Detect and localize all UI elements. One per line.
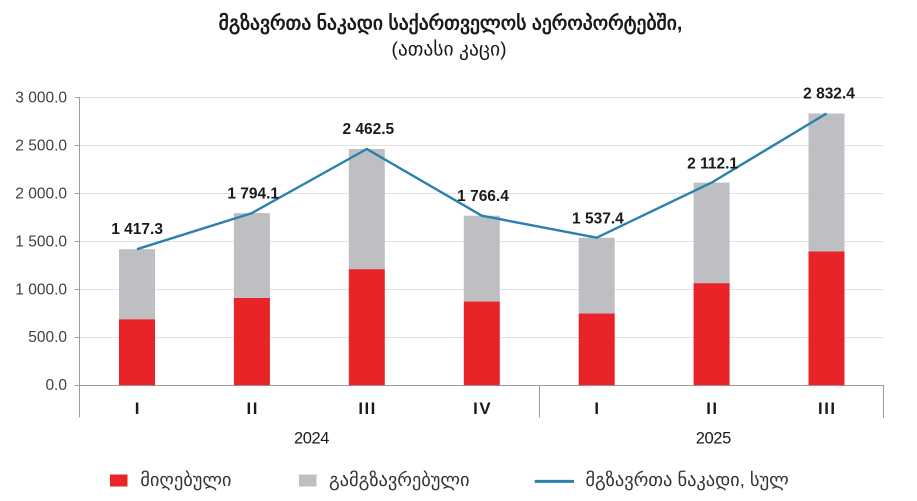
svg-text:(ათასი კაცი): (ათასი კაცი) [391, 39, 506, 61]
svg-text:0.0: 0.0 [45, 377, 67, 394]
svg-text:I: I [135, 399, 141, 418]
svg-text:1 766.4: 1 766.4 [457, 188, 509, 205]
svg-text:2024: 2024 [294, 430, 329, 448]
svg-text:2 462.5: 2 462.5 [342, 121, 394, 138]
svg-text:2 500.0: 2 500.0 [15, 137, 67, 154]
svg-text:2 000.0: 2 000.0 [15, 185, 67, 202]
svg-text:გამგზავრებული: გამგზავრებული [329, 469, 470, 491]
svg-text:500.0: 500.0 [28, 329, 67, 346]
svg-text:1 417.3: 1 417.3 [111, 221, 163, 238]
svg-text:1 000.0: 1 000.0 [15, 281, 67, 298]
svg-text:1 500.0: 1 500.0 [15, 233, 67, 250]
svg-text:IV: IV [473, 399, 492, 418]
svg-text:I: I [594, 399, 600, 418]
svg-text:მიღებული: მიღებული [140, 469, 231, 491]
svg-text:3 000.0: 3 000.0 [15, 89, 67, 106]
svg-text:2 112.1: 2 112.1 [687, 156, 738, 173]
svg-text:1 537.4: 1 537.4 [572, 210, 624, 227]
svg-text:1 794.1: 1 794.1 [227, 186, 279, 203]
svg-text:2025: 2025 [696, 430, 731, 448]
svg-text:2 832.4: 2 832.4 [803, 86, 855, 103]
svg-text:მგზავრთა ნაკადი საქართველოს აე: მგზავრთა ნაკადი საქართველოს აეროპორტებში… [219, 12, 683, 36]
svg-text:II: II [706, 399, 718, 418]
svg-text:III: III [358, 399, 377, 418]
svg-text:მგზავრთა ნაკადი, სულ: მგზავრთა ნაკადი, სულ [585, 469, 788, 491]
svg-text:II: II [247, 399, 259, 418]
svg-text:III: III [818, 399, 837, 418]
